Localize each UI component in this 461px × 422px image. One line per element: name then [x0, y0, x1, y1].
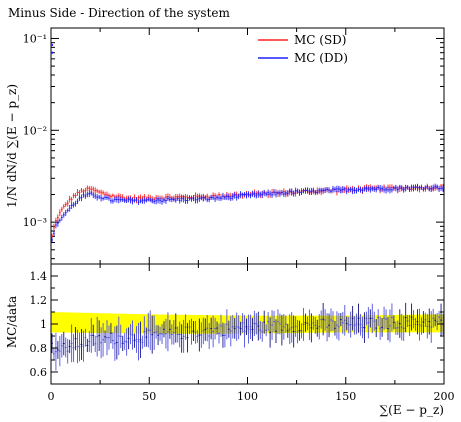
ratio-band-layer — [51, 312, 444, 334]
main-panel: 10⁻¹ 10⁻² 10⁻³ 1/N dN/d ∑(E − p_z) MC (SD)… — [5, 27, 445, 265]
outlier-point — [50, 43, 54, 47]
main-y-tick-label: 10⁻² — [23, 124, 47, 137]
x-tick-label: 200 — [434, 390, 455, 403]
ratio-ticks — [50, 263, 445, 385]
x-tick-label: 100 — [237, 390, 258, 403]
ratio-y-tick-label: 0.8 — [30, 342, 48, 355]
ratio-y-tick-label: 0.6 — [30, 366, 48, 379]
ratio-y-axis-label: MC/data — [5, 296, 19, 348]
ratio-y-tick-label: 1 — [40, 318, 47, 331]
x-tick-label: 0 — [48, 390, 55, 403]
outlier-point — [50, 51, 54, 54]
chart-title: Minus Side - Direction of the system — [8, 6, 230, 20]
series-dd — [51, 183, 444, 243]
main-y-tick-labels: 10⁻¹ 10⁻² 10⁻³ — [23, 32, 47, 229]
legend: MC (SD) MC (DD) — [258, 33, 348, 65]
main-ticks — [50, 28, 445, 264]
x-axis-label: ∑(E − p_z) — [380, 403, 444, 417]
ratio-panel: 0.6 0.8 1 1.2 1.4 0 50 100 150 200 MC/data ∑(E −… — [5, 263, 455, 417]
ratio-y-tick-labels: 0.6 0.8 1 1.2 1.4 — [30, 270, 48, 379]
ratio-x-tick-labels: 0 50 100 150 200 — [48, 390, 455, 403]
uncertainty-band — [51, 312, 444, 334]
main-y-tick-label: 10⁻¹ — [23, 32, 47, 45]
main-series-layer — [50, 43, 444, 243]
main-y-tick-label: 10⁻³ — [23, 216, 47, 229]
ratio-y-tick-label: 1.4 — [30, 270, 48, 283]
main-plot-frame — [50, 27, 445, 265]
legend-sd-label: MC (SD) — [294, 33, 347, 47]
main-y-axis-label: 1/N dN/d ∑(E − p_z) — [5, 84, 19, 208]
ratio-y-tick-label: 1.2 — [30, 294, 48, 307]
x-tick-label: 150 — [335, 390, 356, 403]
x-tick-label: 50 — [142, 390, 156, 403]
series-sd — [51, 183, 444, 239]
ratio-points-layer — [51, 302, 444, 371]
legend-dd-label: MC (DD) — [294, 51, 348, 65]
